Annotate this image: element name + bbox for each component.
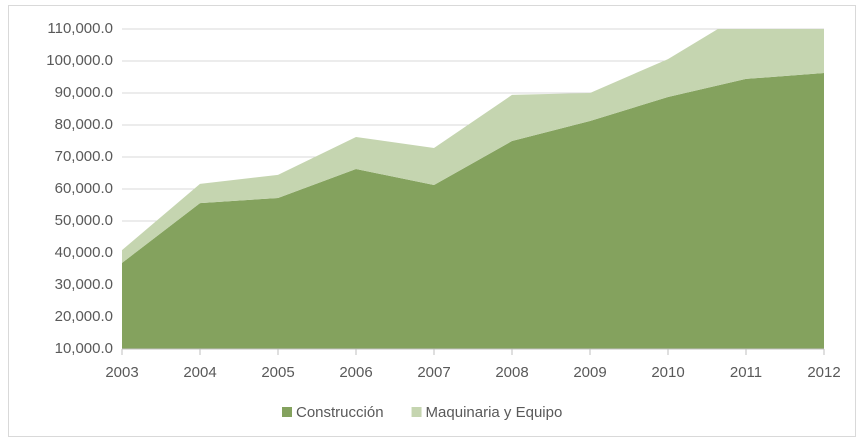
y-tick-label: 40,000.0 <box>55 244 113 261</box>
x-tick-label: 2005 <box>261 364 294 381</box>
y-tick-label: 100,000.0 <box>46 52 113 69</box>
y-tick-label: 50,000.0 <box>55 212 113 229</box>
x-tick-label: 2004 <box>183 364 216 381</box>
y-tick-label: 20,000.0 <box>55 308 113 325</box>
area <box>122 29 824 263</box>
x-tick-label: 2006 <box>339 364 372 381</box>
x-tick-label: 2011 <box>730 364 762 381</box>
y-tick-label: 110,000.0 <box>47 20 113 37</box>
legend-swatch <box>411 407 422 417</box>
y-tick-label: 80,000.0 <box>55 116 113 133</box>
area <box>122 73 824 349</box>
x-tick-label: 2009 <box>573 364 606 381</box>
x-tick-label: 2010 <box>651 364 684 381</box>
plot-area <box>122 29 824 349</box>
axes: 10,000.0 20,000.0 30,000.0 40,000.0 50,000.0… <box>46 20 840 421</box>
y-tick-label: 60,000.0 <box>55 180 113 197</box>
legend-label: Construcción <box>296 404 384 421</box>
y-tick-label: 10,000.0 <box>55 340 113 357</box>
y-tick-label: 70,000.0 <box>55 148 113 165</box>
y-tick-label: 30,000.0 <box>55 276 113 293</box>
x-tick-label: 2012 <box>807 364 840 381</box>
x-tick-label: 2003 <box>105 364 138 381</box>
x-tick-label: 2007 <box>417 364 450 381</box>
legend-label: Maquinaria y Equipo <box>426 404 563 421</box>
x-tick-label: 2008 <box>495 364 528 381</box>
y-tick-label: 90,000.0 <box>55 84 113 101</box>
legend-swatch <box>282 407 292 417</box>
